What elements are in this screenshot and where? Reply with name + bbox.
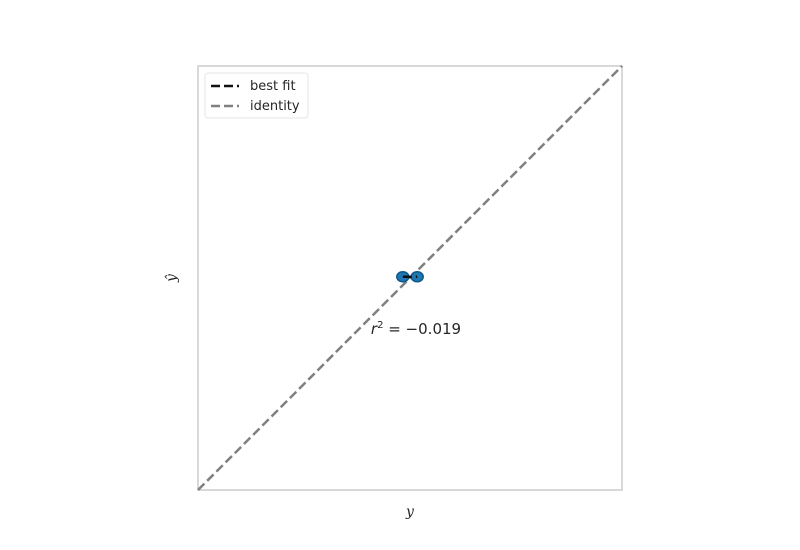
r-squared-symbol: r — [371, 320, 378, 338]
legend-label-best-fit: best fit — [250, 79, 296, 94]
legend: best fit identity — [204, 72, 309, 119]
points-layer — [396, 270, 424, 283]
legend-label-identity: identity — [250, 99, 300, 114]
x-axis-label: y — [405, 504, 415, 520]
identity-line — [197, 65, 623, 491]
lines-layer — [197, 65, 623, 491]
r-squared-exponent: 2 — [377, 320, 383, 331]
r-squared-value: = −0.019 — [383, 320, 461, 338]
y-axis-label: ŷ — [163, 273, 180, 283]
r-squared-annotation: r2 = −0.019 — [371, 320, 461, 338]
